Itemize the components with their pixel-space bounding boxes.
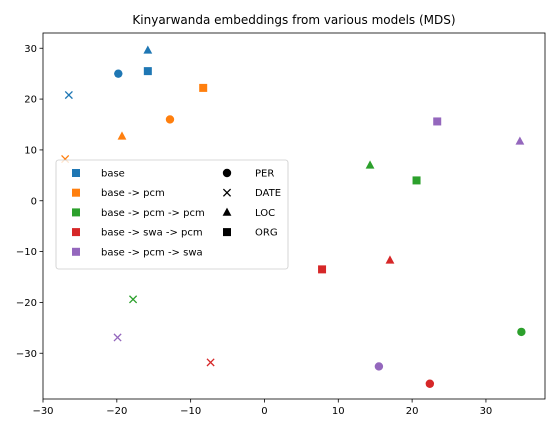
legend-box <box>55 159 289 270</box>
data-point-1-loc <box>117 131 127 140</box>
legend-swatch <box>72 208 80 217</box>
data-point-4-org <box>433 117 442 126</box>
chart-title: Kinyarwanda embeddings from various mode… <box>132 13 455 27</box>
plot-marks <box>61 45 526 388</box>
data-point-3-date <box>206 358 215 367</box>
legend-marker-loc <box>222 207 232 216</box>
data-point-2-org <box>412 176 421 185</box>
y-tick-label: 30 <box>24 44 37 55</box>
data-point-2-per <box>517 327 526 337</box>
legend-swatch <box>72 169 80 177</box>
y-tick-label: −10 <box>16 247 37 258</box>
data-point-1-per <box>165 115 175 124</box>
data-point-2-date <box>129 295 138 304</box>
legend-swatch <box>72 247 80 256</box>
x-tick-label: 30 <box>480 406 493 417</box>
legend-marker-org <box>223 228 231 237</box>
data-point-0-org <box>143 67 152 76</box>
plot-frame <box>42 32 546 400</box>
x-tick-label: 20 <box>406 406 419 417</box>
legend-marker-per <box>222 168 232 178</box>
legend-label: DATE <box>255 188 281 199</box>
axes: −30 −20 −10 0 10 20 30 −30 −20 −10 0 10 20 30 <box>16 32 546 417</box>
x-tick-label: −20 <box>106 406 127 417</box>
legend-label: base -> swa -> pcm <box>101 228 203 239</box>
legend: base base -> pcm base -> pcm -> pcm base ->… <box>55 159 289 270</box>
y-tick-label: 10 <box>24 145 37 156</box>
x-tick-label: −10 <box>180 406 201 417</box>
data-point-4-per <box>374 362 384 371</box>
legend-swatch <box>72 228 80 237</box>
legend-label: LOC <box>255 208 275 219</box>
data-point-3-loc <box>385 255 395 264</box>
data-point-0-per <box>114 69 123 78</box>
data-point-0-date <box>64 90 73 100</box>
x-tick-label: −30 <box>32 406 53 417</box>
legend-marker-date <box>222 188 232 197</box>
legend-label: base -> pcm -> pcm <box>101 208 205 219</box>
data-point-0-loc <box>143 45 153 54</box>
data-point-3-org <box>318 265 327 274</box>
legend-label: base -> pcm -> swa <box>101 247 203 258</box>
legend-label: PER <box>255 169 274 180</box>
legend-label: ORG <box>255 228 278 239</box>
data-point-4-date <box>113 333 122 342</box>
data-point-1-org <box>199 83 208 92</box>
data-point-4-loc <box>515 136 525 145</box>
legend-label: base <box>101 169 125 180</box>
y-tick-label: 0 <box>31 196 37 207</box>
x-tick-label: 0 <box>261 406 267 417</box>
y-tick-label: −30 <box>16 349 37 360</box>
y-tick-label: 20 <box>24 95 37 106</box>
x-tick-label: 10 <box>332 406 345 417</box>
legend-swatch <box>72 188 80 197</box>
legend-label: base -> pcm <box>101 188 165 199</box>
data-point-2-loc <box>365 160 375 169</box>
y-tick-label: −20 <box>16 298 37 309</box>
data-point-3-per <box>425 379 435 388</box>
